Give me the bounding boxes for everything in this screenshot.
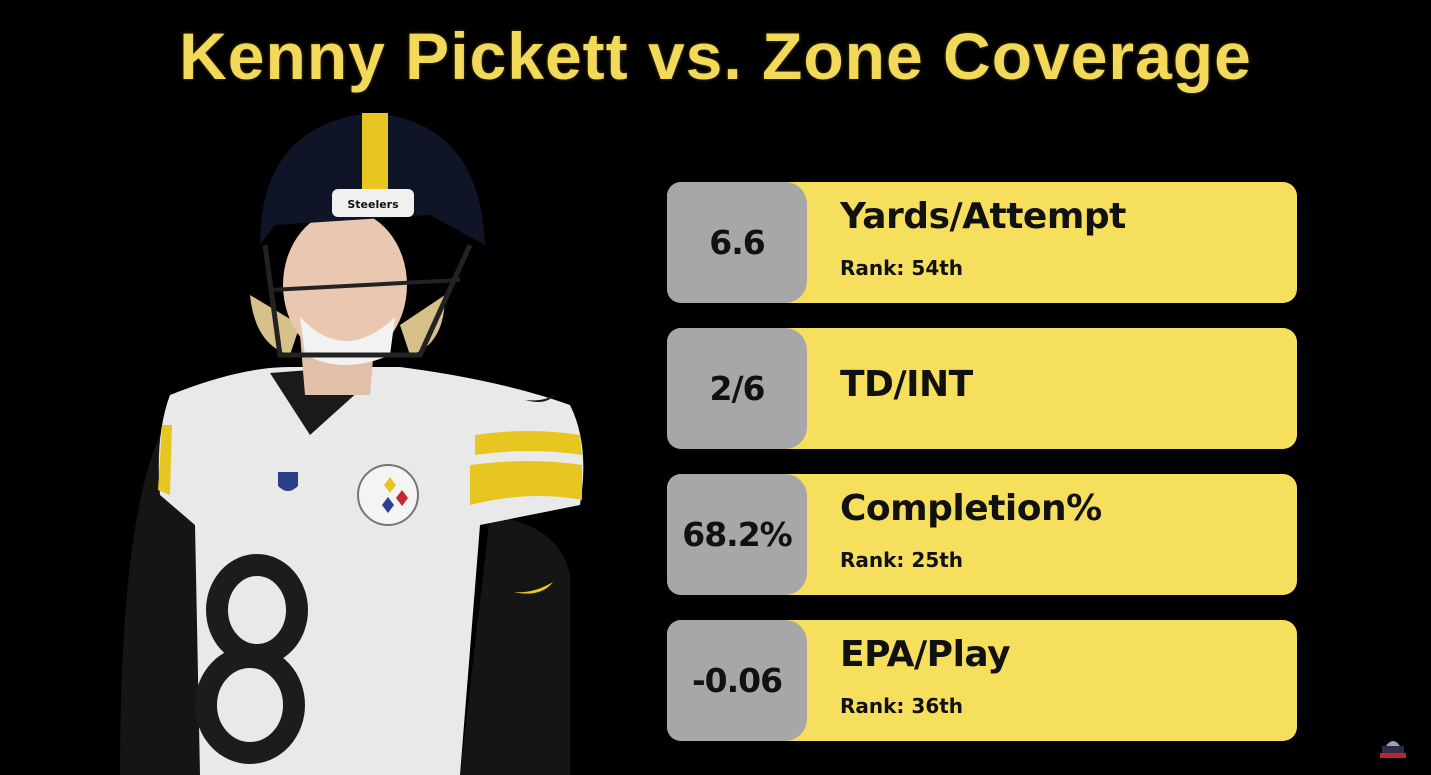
stat-rank: Rank: 25th bbox=[840, 548, 964, 572]
watermark-logo bbox=[1380, 741, 1406, 758]
stat-rank: Rank: 36th bbox=[840, 694, 964, 718]
helmet-text: Steelers bbox=[347, 198, 399, 211]
stat-value: -0.06 bbox=[667, 620, 807, 741]
stat-value: 68.2% bbox=[667, 474, 807, 595]
stat-card-td-int: 2/6 TD/INT bbox=[667, 328, 1297, 449]
stat-card-yards-attempt: 6.6 Yards/Attempt Rank: 54th bbox=[667, 182, 1297, 303]
jersey-number bbox=[195, 554, 308, 764]
stat-label: Yards/Attempt bbox=[840, 196, 1126, 237]
stat-rank: Rank: 54th bbox=[840, 256, 964, 280]
stat-card-completion: 68.2% Completion% Rank: 25th bbox=[667, 474, 1297, 595]
stat-label: EPA/Play bbox=[840, 634, 1011, 675]
stat-value: 6.6 bbox=[667, 182, 807, 303]
stat-card-epa-play: -0.06 EPA/Play Rank: 36th bbox=[667, 620, 1297, 741]
stat-label: TD/INT bbox=[840, 364, 973, 405]
player-photo: Steelers bbox=[120, 113, 584, 775]
stat-label: Completion% bbox=[840, 488, 1102, 529]
page-title: Kenny Pickett vs. Zone Coverage bbox=[179, 19, 1252, 93]
stat-value: 2/6 bbox=[667, 328, 807, 449]
